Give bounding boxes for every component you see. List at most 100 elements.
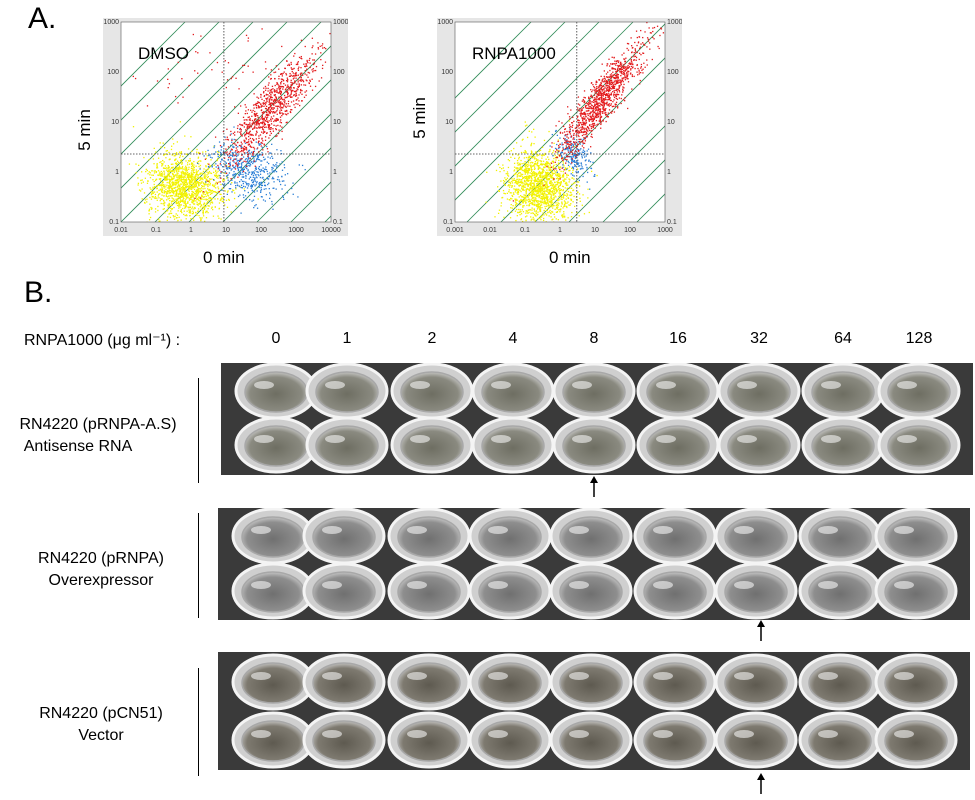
point (552, 205, 554, 207)
point (534, 188, 537, 190)
point (515, 202, 517, 204)
point (247, 173, 249, 175)
point (260, 168, 262, 171)
point (534, 176, 537, 178)
point (536, 204, 538, 206)
point (290, 92, 292, 94)
point (555, 177, 558, 180)
point (192, 178, 195, 180)
point (243, 165, 246, 168)
point (194, 183, 196, 186)
point (540, 175, 542, 178)
point (168, 178, 170, 180)
point (181, 200, 184, 202)
point (317, 46, 319, 49)
point (513, 162, 516, 165)
point (529, 186, 531, 189)
point (580, 167, 582, 170)
point (313, 62, 316, 64)
point (161, 187, 163, 189)
point (585, 135, 588, 137)
point (194, 206, 196, 209)
point (195, 211, 197, 214)
point (572, 168, 575, 170)
point (145, 170, 147, 173)
point (170, 187, 173, 190)
point (247, 141, 249, 144)
point (237, 168, 240, 170)
point (596, 99, 598, 101)
point (235, 147, 237, 149)
point (240, 124, 242, 126)
point (542, 171, 544, 174)
point (157, 170, 160, 172)
point (507, 166, 510, 169)
point (267, 124, 270, 126)
point (286, 192, 289, 194)
point (177, 186, 179, 188)
point (574, 127, 577, 129)
point (515, 199, 517, 201)
point (264, 184, 266, 187)
point (192, 172, 195, 174)
point (514, 173, 516, 175)
point (278, 101, 280, 103)
point (537, 224, 538, 225)
point (229, 164, 232, 167)
point (552, 204, 555, 207)
point (594, 92, 596, 94)
point (564, 182, 567, 185)
point (220, 172, 222, 174)
point (248, 183, 250, 185)
point (154, 170, 156, 172)
point (216, 151, 219, 153)
point (247, 169, 249, 171)
point (163, 172, 166, 174)
point (519, 164, 521, 166)
point (521, 179, 523, 181)
point (543, 179, 545, 181)
point (559, 137, 561, 139)
point (279, 90, 281, 93)
point (183, 187, 185, 189)
point (177, 193, 180, 195)
point (535, 194, 538, 196)
point (163, 208, 165, 210)
point (555, 129, 557, 132)
point (166, 178, 168, 180)
point (148, 210, 150, 212)
point (276, 101, 278, 104)
point (533, 218, 535, 220)
point (548, 190, 550, 192)
point (257, 101, 260, 104)
point (542, 163, 544, 165)
point (151, 170, 153, 172)
point (272, 176, 274, 179)
point (179, 180, 181, 182)
point (251, 200, 253, 202)
point (536, 195, 538, 198)
point (559, 184, 561, 187)
point (262, 156, 265, 158)
point (280, 103, 283, 105)
point (184, 181, 186, 184)
point (204, 187, 206, 190)
point (198, 200, 200, 202)
point (501, 168, 503, 170)
point (561, 174, 564, 177)
point (146, 201, 148, 203)
point (261, 98, 263, 101)
point (530, 164, 532, 167)
point (179, 162, 181, 164)
point (526, 188, 529, 190)
point (534, 178, 537, 180)
point (605, 87, 607, 89)
point (227, 165, 230, 168)
point (282, 88, 284, 90)
point (194, 185, 196, 187)
point (192, 185, 194, 187)
point (532, 186, 534, 188)
point (516, 168, 518, 170)
point (573, 145, 576, 148)
point (546, 163, 548, 165)
